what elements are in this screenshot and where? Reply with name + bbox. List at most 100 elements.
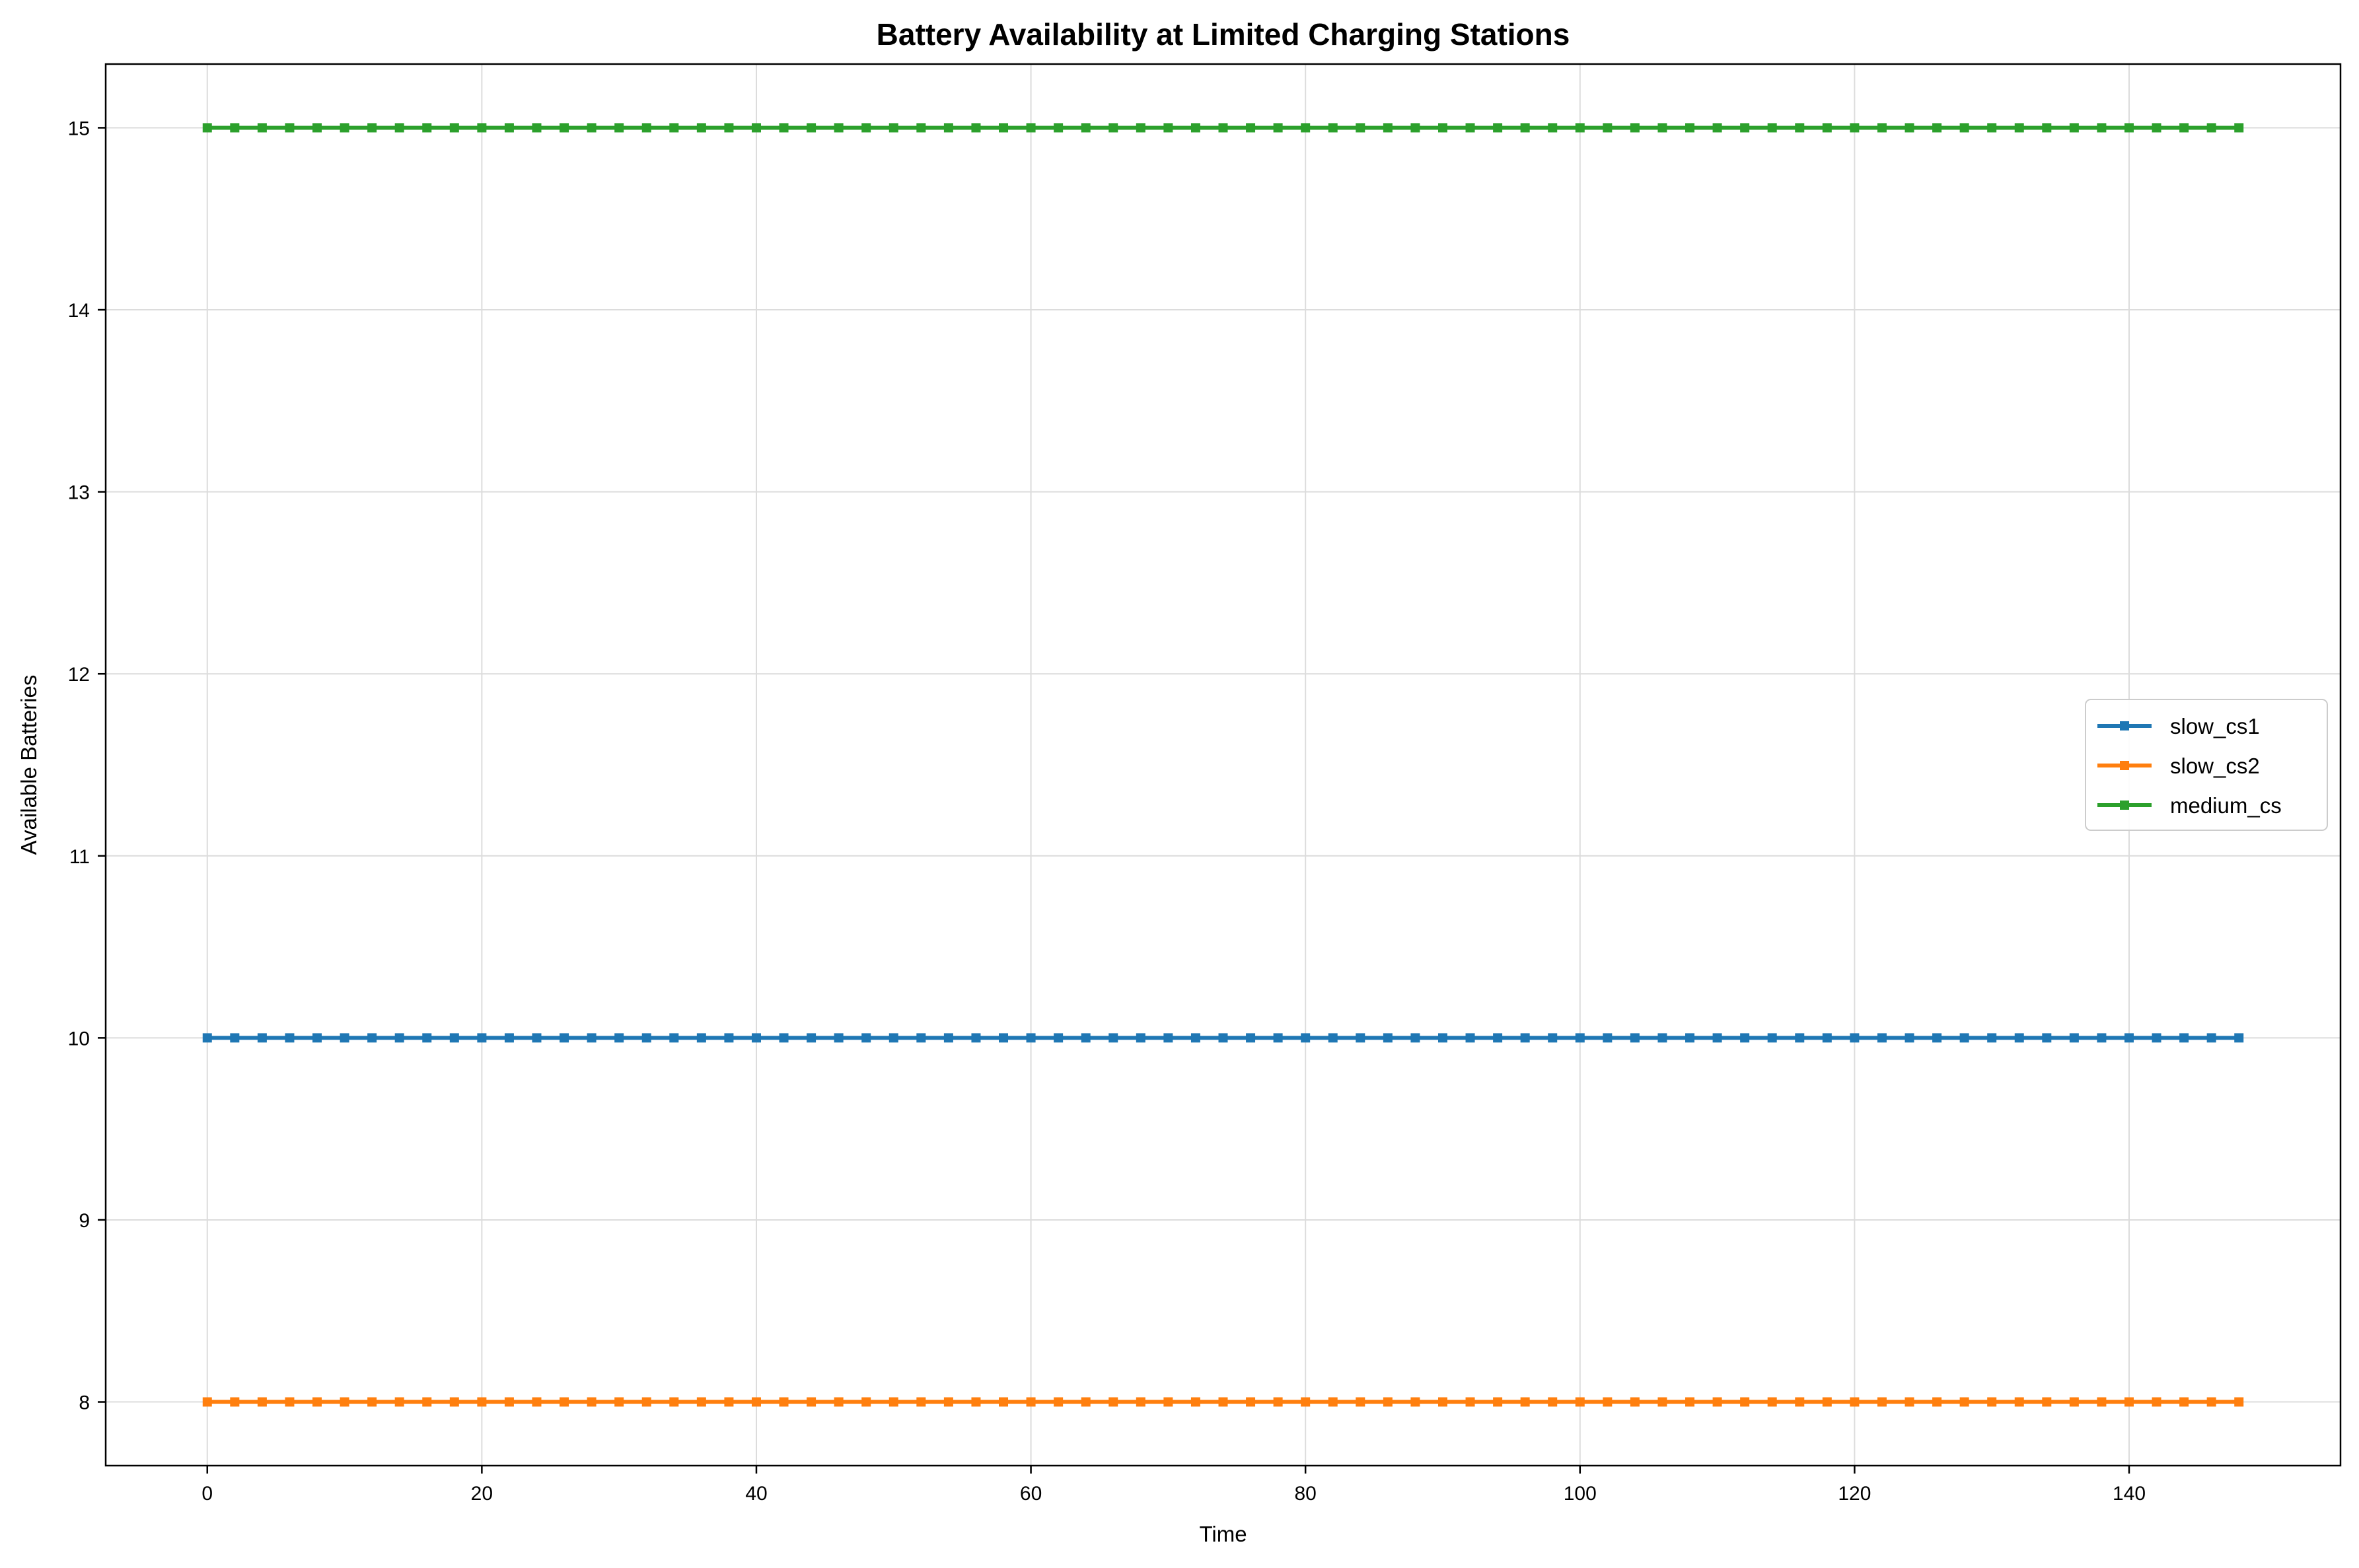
data-point [724, 123, 734, 133]
data-point [1932, 123, 1942, 133]
data-point [1410, 123, 1420, 133]
plot-frame [104, 63, 2342, 1467]
data-point [1959, 1397, 1969, 1407]
data-point [2234, 123, 2244, 133]
data-point [422, 1397, 432, 1407]
data-point [1987, 1397, 1997, 1407]
data-point [1026, 123, 1036, 133]
x-tick-label: 40 [745, 1483, 767, 1505]
y-tick-label: 9 [79, 1210, 90, 1232]
data-point [779, 1033, 789, 1043]
legend-label: slow_cs1 [2170, 714, 2260, 738]
data-point [587, 1033, 597, 1043]
data-point [1905, 1397, 1914, 1407]
data-point [641, 1033, 651, 1043]
data-point [2124, 1033, 2134, 1043]
data-point [1108, 123, 1118, 133]
data-point [861, 1033, 871, 1043]
data-point [971, 1033, 981, 1043]
data-point [641, 123, 651, 133]
data-point [1603, 1397, 1613, 1407]
x-tick-label: 120 [1838, 1483, 1871, 1505]
data-point [1575, 1397, 1585, 1407]
data-point [1575, 1033, 1585, 1043]
data-point [285, 123, 295, 133]
data-point [834, 123, 844, 133]
data-point [1081, 1033, 1091, 1043]
data-point [2042, 1033, 2052, 1043]
data-point [696, 123, 706, 133]
data-point [340, 123, 349, 133]
data-point [1905, 1033, 1914, 1043]
data-point [285, 1397, 295, 1407]
data-point [614, 1033, 624, 1043]
data-point [257, 1397, 267, 1407]
data-point [422, 123, 432, 133]
data-point [1685, 1033, 1695, 1043]
legend-label: slow_cs2 [2170, 754, 2260, 778]
x-tick-label: 0 [201, 1483, 213, 1505]
data-point [2179, 1397, 2189, 1407]
data-point [1328, 123, 1338, 133]
data-point [504, 1397, 514, 1407]
data-point [560, 123, 569, 133]
data-point [1190, 1033, 1200, 1043]
data-point [889, 1397, 898, 1407]
x-axis-ticks: 0 20 40 60 80 100 120 140 [201, 1466, 2146, 1505]
data-point [1548, 123, 1558, 133]
data-point [1877, 1397, 1887, 1407]
data-point [1630, 123, 1640, 133]
data-point [202, 123, 212, 133]
data-point [696, 1033, 706, 1043]
chart-title: Battery Availability at Limited Charging… [877, 17, 1570, 52]
x-tick-label: 60 [1020, 1483, 1042, 1505]
data-point [1795, 1033, 1805, 1043]
legend-item-medium_cs: medium_cs [2097, 793, 2282, 818]
series-layer [202, 123, 2244, 1407]
data-point [1383, 1397, 1393, 1407]
data-point [1273, 1033, 1283, 1043]
data-point [2069, 1033, 2079, 1043]
data-point [477, 1033, 487, 1043]
data-point [2124, 1397, 2134, 1407]
data-point [1520, 123, 1530, 133]
data-point [779, 123, 789, 133]
data-point [560, 1397, 569, 1407]
data-point [285, 1033, 295, 1043]
data-point [312, 123, 322, 133]
data-point [1493, 123, 1503, 133]
y-tick-label: 8 [79, 1392, 90, 1414]
data-point [669, 1033, 679, 1043]
data-point [2014, 123, 2024, 133]
data-point [1410, 1033, 1420, 1043]
data-point [971, 123, 981, 133]
data-point [971, 1397, 981, 1407]
series-slow_cs2 [202, 1397, 2244, 1407]
data-point [1437, 123, 1447, 133]
y-tick-label: 13 [68, 482, 90, 504]
data-point [2124, 123, 2134, 133]
data-point [916, 1033, 926, 1043]
data-point [2014, 1397, 2024, 1407]
data-point [779, 1397, 789, 1407]
data-point [449, 1397, 459, 1407]
data-point [751, 1397, 761, 1407]
data-point [1603, 123, 1613, 133]
data-point [1493, 1397, 1503, 1407]
data-point [1218, 123, 1228, 133]
data-point [202, 1397, 212, 1407]
data-point [1218, 1397, 1228, 1407]
data-point [1630, 1033, 1640, 1043]
data-point [449, 123, 459, 133]
data-point [312, 1397, 322, 1407]
y-tick-label: 10 [68, 1028, 90, 1050]
data-point [1657, 123, 1667, 133]
data-point [1877, 123, 1887, 133]
data-point [2234, 1397, 2244, 1407]
data-point [2179, 123, 2189, 133]
data-point [532, 1397, 542, 1407]
data-point [340, 1033, 349, 1043]
data-point [943, 1033, 953, 1043]
data-point [1356, 1033, 1365, 1043]
data-point [669, 123, 679, 133]
